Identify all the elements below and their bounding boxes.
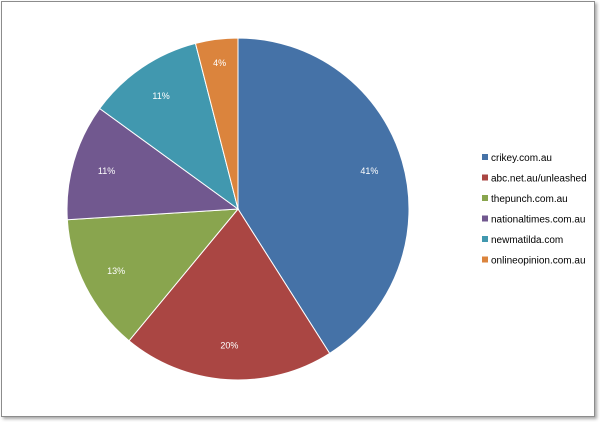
legend-label-onlineopinion-com-au: onlineopinion.com.au <box>491 256 586 267</box>
pie-label-crikey-com-au: 41% <box>360 166 378 176</box>
pie-slice-crikey-com-au <box>237 37 410 355</box>
legend-label-nationaltimes-com-au: nationaltimes.com.au <box>491 215 586 226</box>
legend-swatch-newmatilda-com <box>482 236 488 242</box>
pie-slice-abc-net-au-unleashed <box>128 208 331 381</box>
legend-swatch-crikey-com-au <box>482 154 488 160</box>
pie-slices <box>66 37 410 381</box>
pie-slice-newmatilda-com <box>98 42 239 211</box>
pie-label-nationaltimes-com-au: 11% <box>98 166 115 176</box>
legend-swatch-nationaltimes-com-au <box>482 215 488 222</box>
legend-swatch-abc-net-au-unleashed <box>482 174 488 181</box>
pie-slice-thepunch-com-au <box>66 208 240 342</box>
pie-data-labels: 41% 20% 13% 11% 11% 4% <box>98 58 378 350</box>
pie-slice-nationaltimes-com-au <box>66 107 240 221</box>
legend-label-thepunch-com-au: thepunch.com.au <box>491 194 568 205</box>
legend-label-crikey-com-au: crikey.com.au <box>491 153 552 164</box>
legend-label-abc-net-au-unleashed: abc.net.au/unleashed <box>491 174 587 185</box>
pie-label-newmatilda-com: 11% <box>152 91 169 101</box>
legend-swatch-onlineopinion-com-au <box>482 256 488 263</box>
pie-label-thepunch-com-au: 13% <box>107 266 125 276</box>
pie-slice-onlineopinion-com-au <box>194 37 239 210</box>
pie-label-abc-net-au-unleashed: 20% <box>220 341 238 351</box>
pie-label-onlineopinion-com-au: 4% <box>213 58 226 68</box>
legend-swatch-thepunch-com-au <box>482 195 488 201</box>
legend: crikey.com.au abc.net.au/unleashed thepunc… <box>482 153 587 267</box>
legend-label-newmatilda-com: newmatilda.com <box>491 235 563 246</box>
